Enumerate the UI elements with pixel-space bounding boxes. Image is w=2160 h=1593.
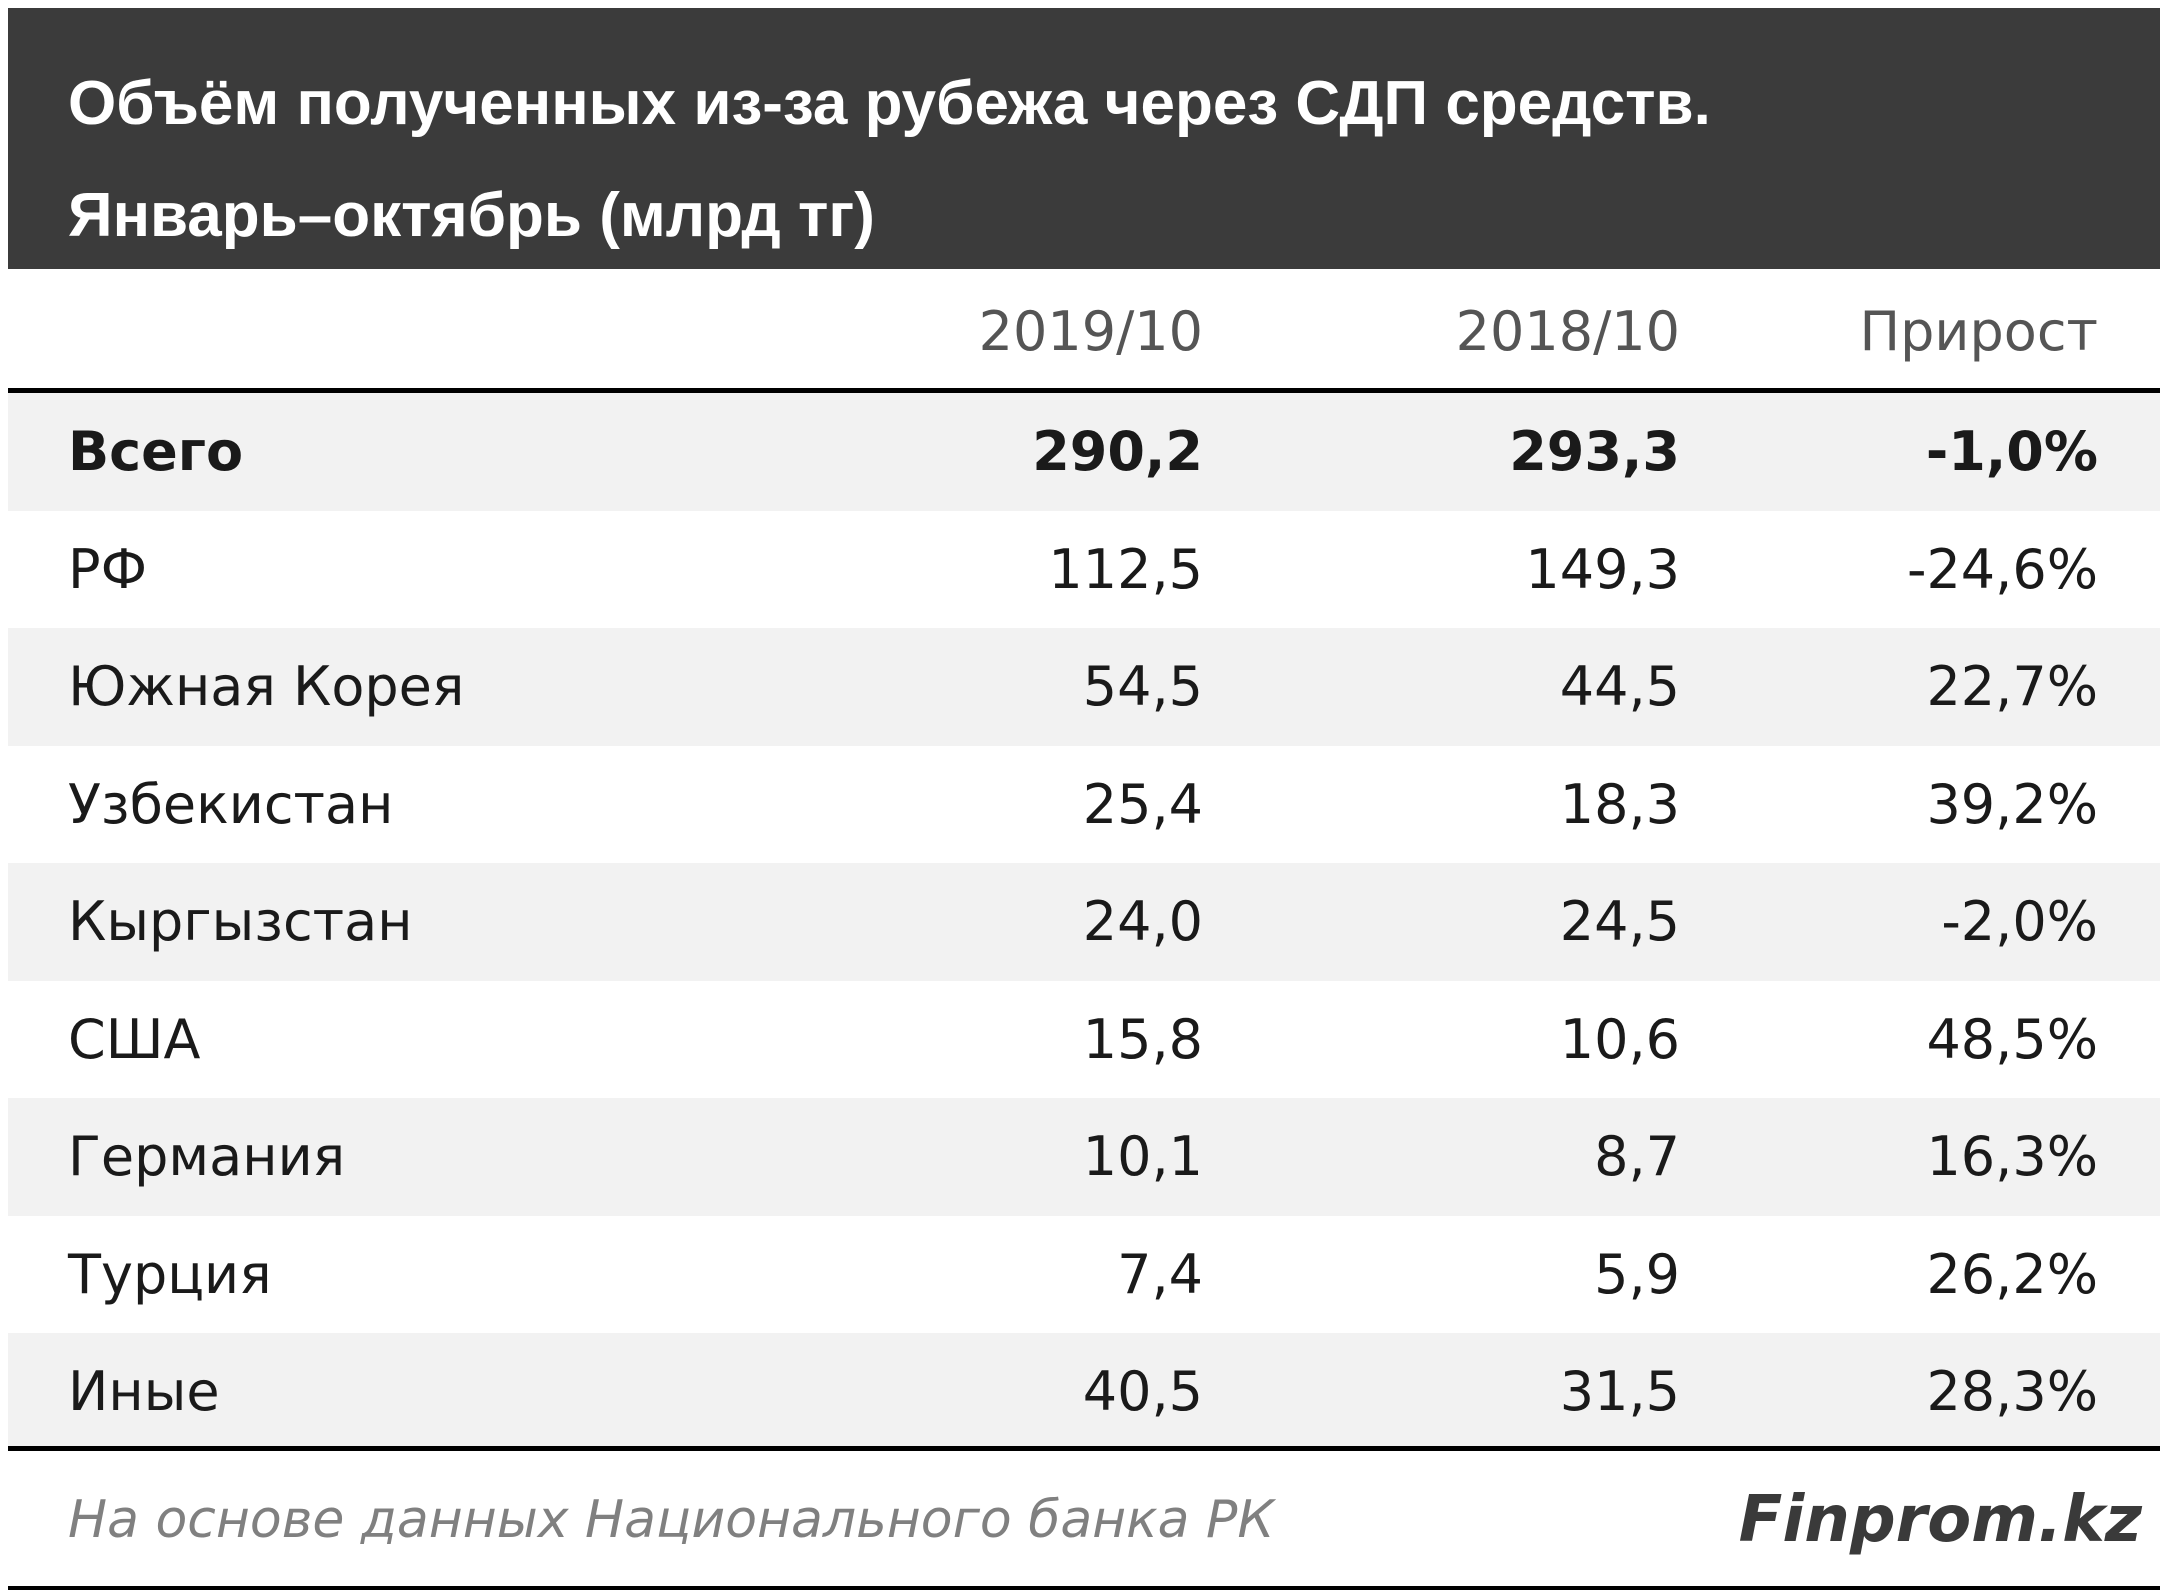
- header-2019: 2019/10: [978, 300, 1203, 363]
- table-row: Южная Корея 54,5 44,5 22,7%: [8, 628, 2160, 746]
- value-2019: 10,1: [1082, 1125, 1203, 1188]
- table-row: Турция 7,4 5,9 26,2%: [8, 1216, 2160, 1334]
- row-label: Кыргызстан: [68, 890, 413, 953]
- value-2019: 40,5: [1082, 1360, 1203, 1423]
- header-growth: Прирост: [1859, 300, 2098, 363]
- table-row: Узбекистан 25,4 18,3 39,2%: [8, 746, 2160, 864]
- value-growth: -24,6%: [1906, 538, 2098, 601]
- value-growth: 16,3%: [1926, 1125, 2098, 1188]
- value-growth: -2,0%: [1941, 890, 2098, 953]
- row-label: США: [68, 1008, 201, 1071]
- header-2018: 2018/10: [1455, 300, 1680, 363]
- value-2019: 112,5: [1048, 538, 1203, 601]
- table-title-block: Объём полученных из-за рубежа через СДП …: [8, 8, 2160, 269]
- value-2018: 31,5: [1559, 1360, 1680, 1423]
- table-row: Кыргызстан 24,0 24,5 -2,0%: [8, 863, 2160, 981]
- value-2019: 290,2: [1032, 420, 1203, 483]
- table-title-line-1: Объём полученных из-за рубежа через СДП …: [68, 69, 1711, 138]
- value-growth: 26,2%: [1926, 1243, 2098, 1306]
- value-2018: 293,3: [1509, 420, 1680, 483]
- table-bottom-rule: [8, 1446, 2160, 1451]
- row-label: РФ: [68, 538, 148, 601]
- row-label: Узбекистан: [68, 773, 394, 836]
- row-label: Германия: [68, 1125, 346, 1188]
- row-label: Южная Корея: [68, 655, 465, 718]
- value-2019: 25,4: [1082, 773, 1203, 836]
- value-growth: -1,0%: [1925, 420, 2098, 483]
- value-2019: 7,4: [1117, 1243, 1203, 1306]
- row-label: Всего: [68, 420, 244, 483]
- value-growth: 22,7%: [1926, 655, 2098, 718]
- value-2019: 15,8: [1082, 1008, 1203, 1071]
- value-2018: 8,7: [1594, 1125, 1680, 1188]
- value-2018: 18,3: [1559, 773, 1680, 836]
- table-row: США 15,8 10,6 48,5%: [8, 981, 2160, 1099]
- value-growth: 39,2%: [1926, 773, 2098, 836]
- source-note: На основе данных Национального банка РК: [68, 1490, 1275, 1550]
- table-title-line-2: Январь–октябрь (млрд тг): [68, 181, 875, 250]
- value-2019: 54,5: [1082, 655, 1203, 718]
- value-2018: 44,5: [1559, 655, 1680, 718]
- row-label: Турция: [68, 1243, 272, 1306]
- table-row: РФ 112,5 149,3 -24,6%: [8, 511, 2160, 629]
- row-label: Иные: [68, 1360, 220, 1423]
- value-2018: 149,3: [1525, 538, 1680, 601]
- header-rule: [8, 388, 2160, 393]
- footer-rule: [8, 1586, 2160, 1590]
- brand-logo-text: Finprom.kz: [1738, 1483, 2142, 1557]
- table-row: Германия 10,1 8,7 16,3%: [8, 1098, 2160, 1216]
- value-2018: 5,9: [1594, 1243, 1680, 1306]
- table-row: Всего 290,2 293,3 -1,0%: [8, 393, 2160, 511]
- table-header-row: 2019/10 2018/10 Прирост: [8, 270, 2160, 388]
- value-2019: 24,0: [1082, 890, 1203, 953]
- value-growth: 28,3%: [1926, 1360, 2098, 1423]
- table-row: Иные 40,5 31,5 28,3%: [8, 1333, 2160, 1451]
- value-2018: 10,6: [1559, 1008, 1680, 1071]
- value-2018: 24,5: [1559, 890, 1680, 953]
- value-growth: 48,5%: [1926, 1008, 2098, 1071]
